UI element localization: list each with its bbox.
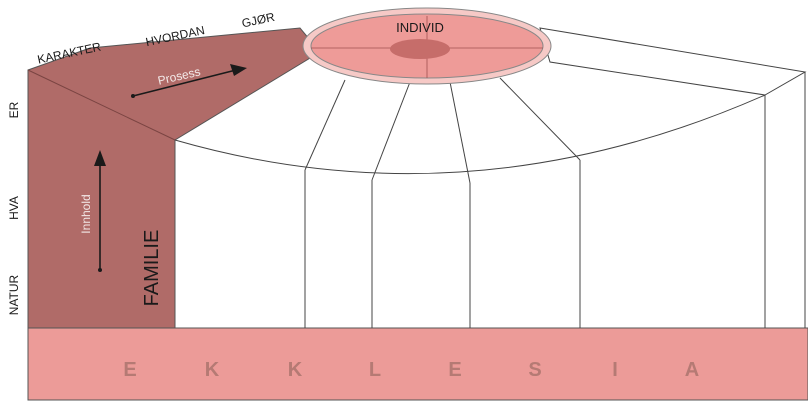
- rib-4: [499, 77, 581, 161]
- ekklesia-letter: K: [288, 359, 303, 381]
- individ-core: [390, 39, 450, 59]
- ekklesia-band: [27, 327, 808, 401]
- prosess-arrow: [132, 69, 237, 97]
- innhold-arrowhead: [94, 150, 106, 166]
- ekklesia-letter: E: [448, 359, 461, 381]
- familie-inner-line: [27, 69, 176, 141]
- ekklesia-letter: K: [205, 359, 220, 381]
- dome-curve: [174, 94, 766, 175]
- innhold-arrow-tail: [98, 268, 102, 272]
- top-axis-gjor: GJØR: [240, 10, 276, 31]
- left-axis-hva: HVA: [7, 196, 21, 220]
- ekklesia-letter: A: [685, 359, 699, 381]
- prosess-arrow-tail: [131, 94, 135, 98]
- rib-3: [449, 81, 471, 184]
- individ-tail: [539, 27, 807, 96]
- individ-label: INDIVID: [396, 20, 444, 35]
- rib-2: [371, 81, 411, 181]
- familie-block: [27, 27, 321, 329]
- ekklesia-letter: S: [528, 359, 541, 381]
- familie-label: FAMILIE: [141, 230, 163, 307]
- left-axis-er: ER: [7, 101, 21, 118]
- prosess-arrowhead: [230, 64, 247, 76]
- ekklesia-letter: L: [369, 359, 381, 381]
- ekklesia-letter: I: [612, 359, 618, 381]
- left-axis-natur: NATUR: [7, 274, 21, 315]
- innhold-label: Innhold: [79, 194, 93, 233]
- ekklesia-letter: E: [123, 359, 136, 381]
- rib-1: [304, 79, 346, 171]
